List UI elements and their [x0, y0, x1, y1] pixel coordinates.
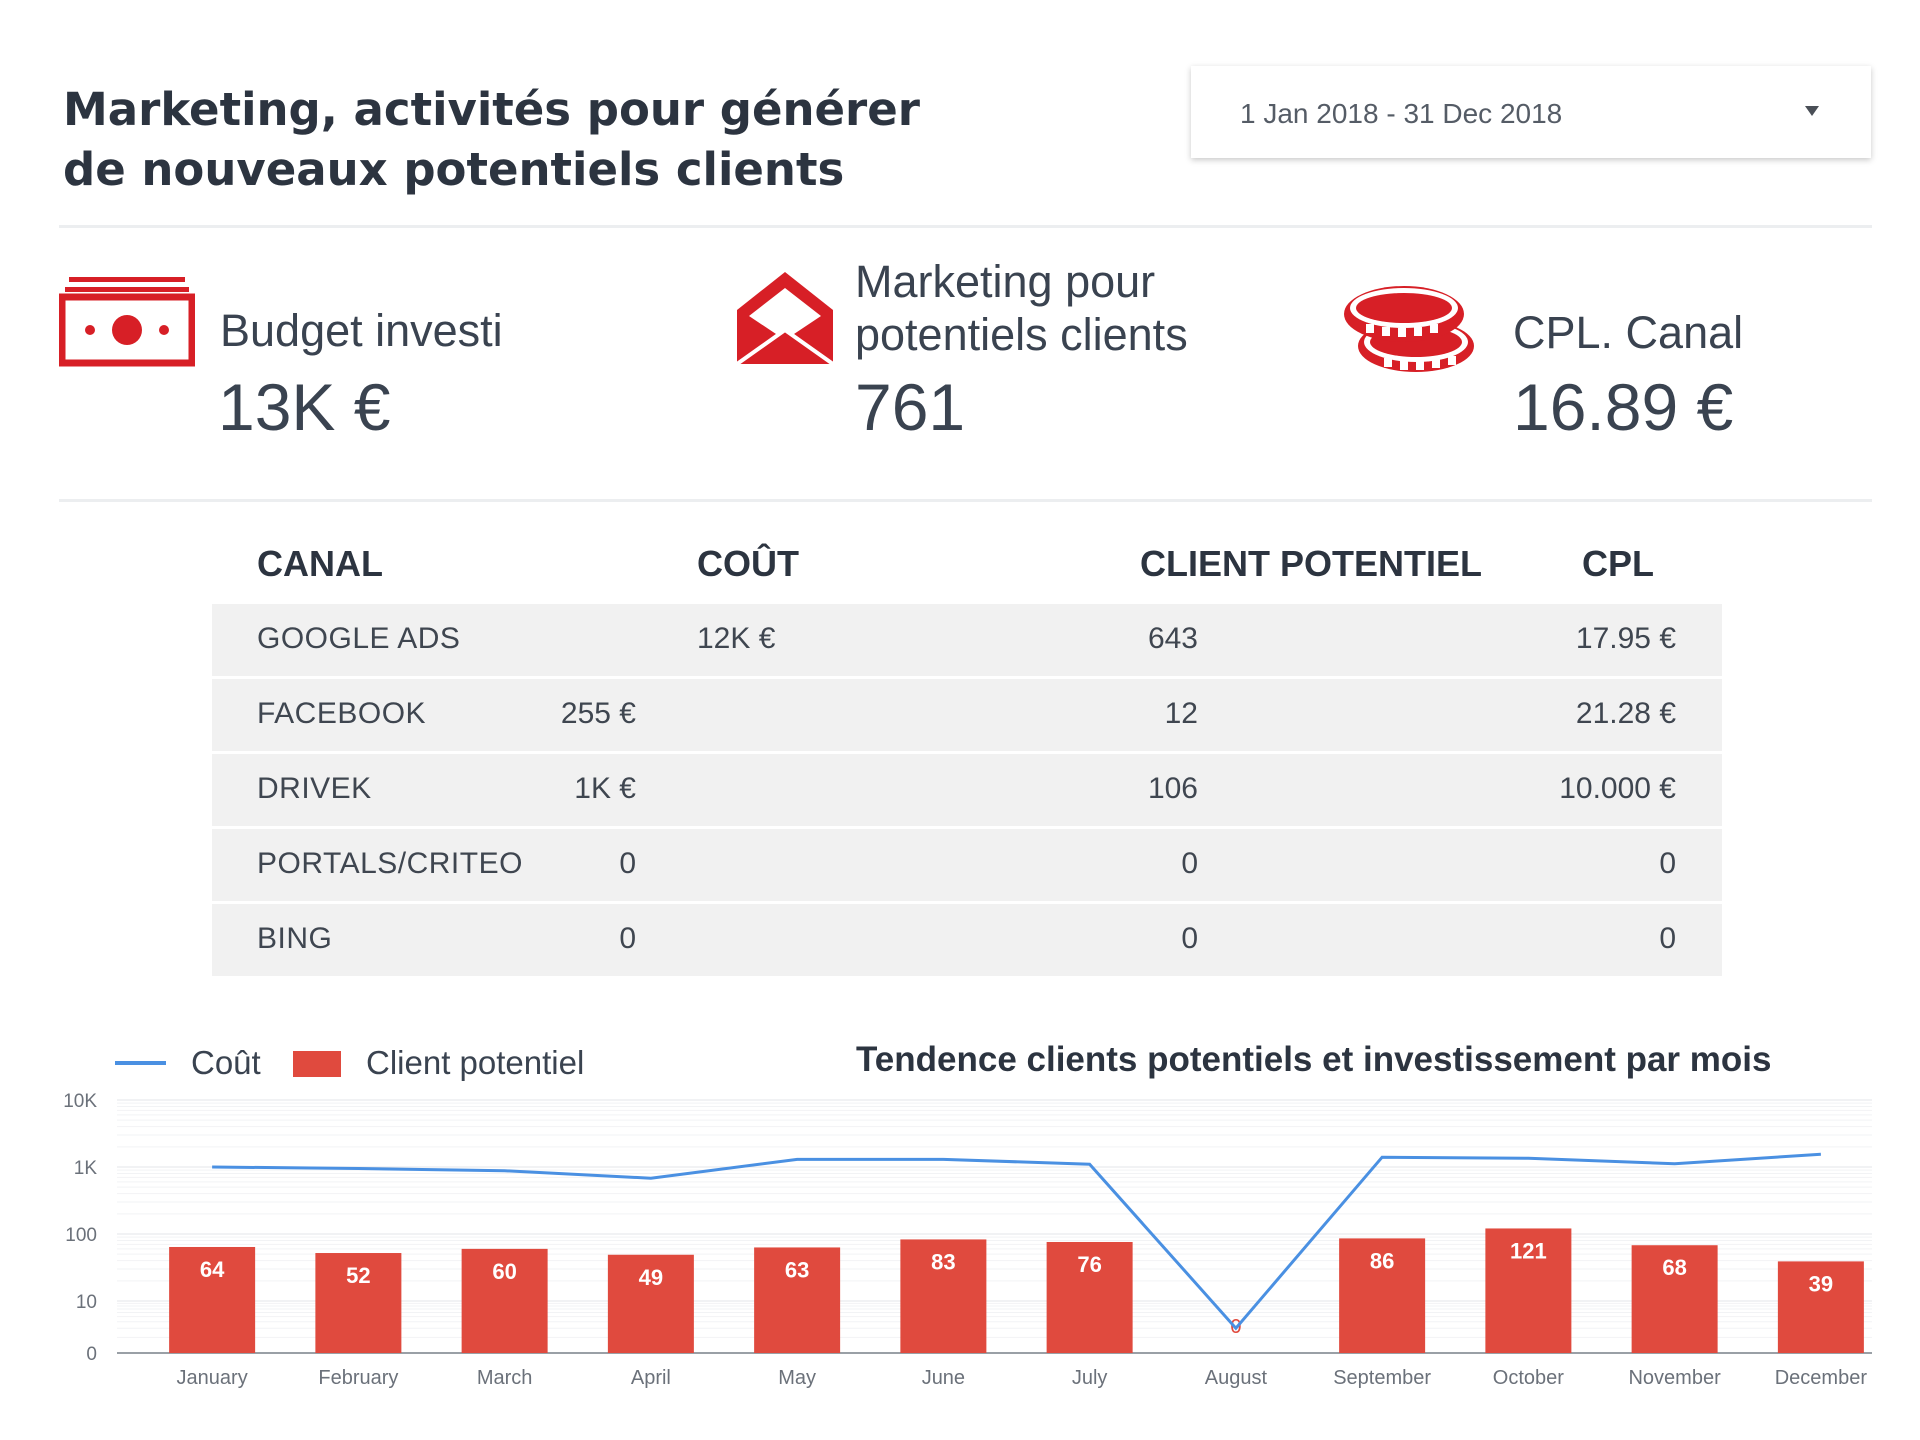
- cell-client: 0: [1181, 922, 1198, 955]
- x-tick-label: October: [1493, 1367, 1564, 1389]
- kpi-budget-label: Budget investi: [220, 305, 503, 356]
- envelope-icon: [735, 272, 835, 366]
- cell-cpl: 17.95 €: [1575, 622, 1676, 655]
- cell-canal: DRIVEK: [257, 772, 372, 805]
- cell-cout: 255 €: [560, 697, 636, 730]
- x-tick-label: August: [1205, 1367, 1268, 1389]
- divider-middle: [59, 499, 1872, 502]
- y-tick-label: 100: [65, 1225, 97, 1246]
- date-range-value: 1 Jan 2018 - 31 Dec 2018: [1240, 98, 1563, 129]
- bar-value-label: 64: [200, 1257, 225, 1282]
- y-tick-label: 10K: [63, 1091, 97, 1112]
- cell-cpl: 0: [1659, 847, 1676, 880]
- bar-value-label: 49: [639, 1265, 663, 1290]
- x-tick-label: March: [477, 1367, 533, 1389]
- header-client: CLIENT POTENTIEL: [1140, 543, 1482, 584]
- bar-value-label: 76: [1077, 1252, 1101, 1277]
- kpi-budget-value: 13K €: [218, 370, 391, 444]
- kpi-leads-label: Marketing pour potentiels clients: [855, 255, 1188, 361]
- bar: [461, 1248, 548, 1353]
- bar-value-label: 68: [1662, 1255, 1686, 1280]
- cell-canal: FACEBOOK: [257, 697, 427, 730]
- header-cout: COÛT: [697, 543, 799, 584]
- cell-cout: 12K €: [697, 622, 776, 655]
- legend-bar-swatch: [293, 1051, 341, 1077]
- y-tick-label: 10: [76, 1292, 97, 1313]
- x-tick-label: February: [318, 1367, 398, 1389]
- cell-canal: GOOGLE ADS: [257, 622, 461, 655]
- bar-value-label: 60: [492, 1259, 516, 1284]
- legend-line-swatch: [115, 1061, 166, 1065]
- page-title: Marketing, activités pour générer de nou…: [63, 80, 963, 200]
- x-tick-label: June: [922, 1367, 965, 1389]
- bar: [1485, 1228, 1572, 1353]
- channel-table: CANAL COÛT CLIENT POTENTIEL CPL GOOGLE A…: [212, 530, 1722, 979]
- table-row: GOOGLE ADS 12K € 643 17.95 €: [212, 604, 1722, 676]
- x-tick-label: December: [1775, 1367, 1868, 1389]
- cell-client: 643: [1147, 622, 1198, 655]
- x-tick-label: September: [1333, 1367, 1431, 1389]
- title-line-1: Marketing, activités pour générer: [63, 83, 920, 136]
- date-range-dropdown[interactable]: 1 Jan 2018 - 31 Dec 2018: [1191, 66, 1871, 158]
- kpi-cpl-label: CPL. Canal: [1513, 307, 1744, 358]
- y-tick-label: 0: [86, 1344, 97, 1365]
- bar-value-label: 52: [346, 1263, 370, 1288]
- coins-icon: [1344, 286, 1474, 372]
- cell-canal: BING: [257, 922, 333, 955]
- bar: [1777, 1261, 1864, 1353]
- cell-cout: 0: [619, 922, 636, 955]
- table-row: FACEBOOK 255 € 12 21.28 €: [212, 679, 1722, 751]
- bar: [607, 1254, 694, 1353]
- bar: [900, 1239, 987, 1353]
- bar: [169, 1246, 256, 1353]
- cell-cpl: 0: [1659, 922, 1676, 955]
- table-row: PORTALS/CRITEO 0 0 0: [212, 829, 1722, 901]
- bar-value-label: 86: [1370, 1248, 1394, 1273]
- x-tick-label: April: [631, 1367, 671, 1389]
- chart-title: Tendence clients potentiels et investiss…: [856, 1040, 1772, 1079]
- banknote-icon: [59, 277, 195, 367]
- title-line-2: de nouveaux potentiels clients: [63, 143, 845, 196]
- x-tick-label: November: [1628, 1367, 1721, 1389]
- bar: [1046, 1241, 1133, 1353]
- table-header: CANAL COÛT CLIENT POTENTIEL CPL: [212, 530, 1722, 604]
- x-tick-label: July: [1072, 1367, 1108, 1389]
- bar: [1631, 1245, 1718, 1353]
- cell-cout: 1K €: [574, 772, 636, 805]
- bar-value-label: 39: [1809, 1271, 1833, 1296]
- kpi-leads-label-line-2: potentiels clients: [855, 309, 1188, 360]
- bar-value-label: 121: [1510, 1238, 1547, 1263]
- kpi-leads-label-line-1: Marketing pour: [855, 256, 1156, 307]
- legend-client-label: Client potentiel: [366, 1044, 585, 1081]
- table-row: BING 0 0 0: [212, 904, 1722, 976]
- bar-value-label: 63: [785, 1257, 809, 1282]
- x-tick-label: January: [177, 1367, 248, 1389]
- bar: [754, 1247, 841, 1353]
- cost-line: [212, 1152, 1821, 1331]
- bar: [1339, 1238, 1426, 1353]
- cell-cpl: 21.28 €: [1575, 697, 1676, 730]
- table-row: DRIVEK 1K € 106 10.000 €: [212, 754, 1722, 826]
- cell-cout: 0: [619, 847, 636, 880]
- y-tick-label: 1K: [74, 1158, 98, 1179]
- kpi-leads-value: 761: [855, 370, 966, 444]
- legend-cout-label: Coût: [191, 1044, 261, 1081]
- chevron-down-icon[interactable]: [1805, 106, 1819, 116]
- bar-value-label: 83: [931, 1249, 955, 1274]
- cell-cpl: 10.000 €: [1559, 772, 1676, 805]
- cell-client: 0: [1181, 847, 1198, 880]
- x-tick-label: May: [778, 1367, 816, 1389]
- bar: [315, 1253, 402, 1353]
- cell-client: 12: [1164, 697, 1198, 730]
- kpi-cpl-value: 16.89 €: [1513, 370, 1734, 444]
- cell-canal: PORTALS/CRITEO: [257, 847, 523, 880]
- cell-client: 106: [1147, 772, 1198, 805]
- divider-top: [59, 225, 1872, 228]
- header-cpl: CPL: [1582, 543, 1654, 584]
- header-canal: CANAL: [257, 543, 383, 584]
